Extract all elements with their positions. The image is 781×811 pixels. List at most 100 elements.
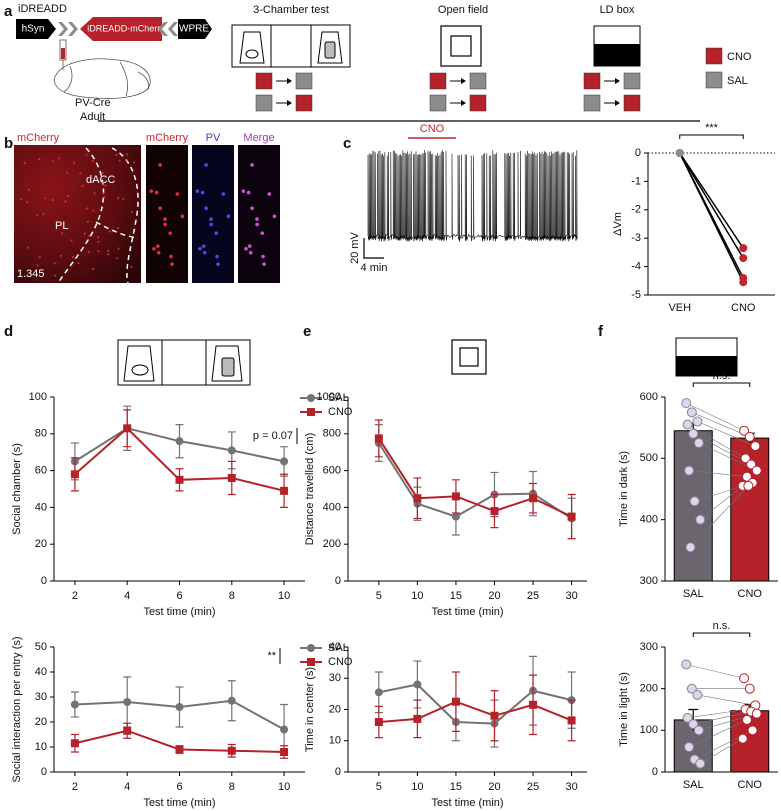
pair-line (693, 711, 752, 725)
chevron (68, 22, 78, 36)
pair-line (688, 719, 748, 748)
chevron (158, 22, 168, 36)
channel-image (238, 145, 280, 283)
cell (58, 157, 61, 160)
pair-line (689, 470, 747, 478)
legend-swatch (705, 71, 723, 89)
pair-line (697, 421, 756, 447)
y-tick-label: 0 (335, 766, 341, 778)
legend-marker (307, 658, 315, 666)
open-field-icon (440, 25, 482, 67)
x-tick-label: 2 (72, 781, 78, 793)
cell (122, 197, 125, 201)
legend-label: CNO (328, 656, 353, 668)
y-tick-label: 0 (41, 766, 47, 778)
x-tick-label: 25 (527, 590, 539, 602)
point (739, 254, 748, 263)
cell (130, 265, 133, 268)
marker (567, 716, 576, 725)
scale-y-label: 20 mV (349, 231, 361, 263)
y-tick-label: 80 (35, 428, 47, 440)
y-tick-label: 60 (35, 465, 47, 477)
point (681, 398, 692, 409)
point (739, 673, 750, 684)
marker (123, 698, 132, 706)
cell (246, 190, 251, 195)
panel-label: d (4, 323, 13, 340)
y-tick-label: 600 (640, 391, 658, 403)
cell (53, 262, 57, 265)
point (689, 496, 700, 507)
histology-image (14, 145, 141, 283)
point (695, 514, 706, 525)
cell (38, 158, 41, 161)
x-tick-label: 20 (488, 781, 500, 793)
marker (123, 726, 132, 735)
cell (70, 239, 73, 242)
cell (209, 217, 213, 221)
legend-swatch (705, 47, 723, 65)
test-title: LD box (600, 4, 635, 16)
cell (67, 194, 70, 197)
point (737, 733, 748, 744)
cell (241, 189, 246, 193)
y-tick-label: 300 (640, 641, 658, 653)
y-tick-label: 200 (640, 683, 658, 695)
pair-line (687, 709, 746, 719)
marker (70, 739, 79, 748)
panel-label: e (303, 323, 311, 340)
y-tick-label: 800 (323, 428, 341, 440)
point (675, 149, 684, 157)
cell (200, 190, 205, 195)
marker (413, 714, 422, 723)
cell (163, 222, 167, 227)
three-chamber-icon (231, 24, 351, 68)
marker (227, 746, 236, 755)
cell (255, 222, 259, 227)
cell (226, 214, 231, 219)
cell (154, 190, 159, 195)
treatment-square (429, 72, 447, 90)
y-tick-label: 20 (35, 538, 47, 550)
chevron (58, 22, 68, 36)
y-tick-label: 500 (640, 452, 658, 464)
legend-marker (307, 644, 315, 652)
legend-label: SAL (328, 392, 349, 404)
cell (117, 247, 120, 250)
x-tick-label: CNO (731, 302, 756, 314)
legend-label: SAL (727, 75, 748, 87)
cell (117, 196, 120, 199)
treatment-square (583, 94, 601, 112)
y-tick-label: 1000 (317, 391, 341, 403)
y-tick-label: 40 (35, 501, 47, 513)
cell (38, 255, 41, 258)
legend-label: SAL (328, 642, 349, 654)
marker (280, 457, 289, 466)
cell (175, 192, 180, 196)
cell (115, 257, 118, 260)
point (743, 480, 754, 491)
marker (280, 748, 289, 756)
marker (490, 507, 499, 516)
series-line (377, 437, 573, 518)
arrow-head (287, 78, 292, 84)
channel-image (146, 145, 188, 283)
open-field-icon (451, 339, 487, 375)
point (693, 725, 704, 736)
cell (86, 207, 89, 210)
cell (156, 250, 161, 255)
x-tick-label: VEH (668, 302, 691, 314)
y-tick-label: 600 (323, 465, 341, 477)
mouse-age: Adult (80, 111, 105, 123)
point (741, 714, 752, 725)
marker (374, 718, 383, 726)
treatment-square (429, 94, 447, 112)
mouse-line: PV-Cre (75, 97, 110, 109)
cell (83, 232, 86, 235)
cell (51, 198, 55, 202)
chevron (168, 22, 178, 36)
point (750, 441, 761, 452)
cell (125, 159, 129, 162)
panel-label: b (4, 135, 13, 152)
y-tick-label: 400 (640, 514, 658, 526)
